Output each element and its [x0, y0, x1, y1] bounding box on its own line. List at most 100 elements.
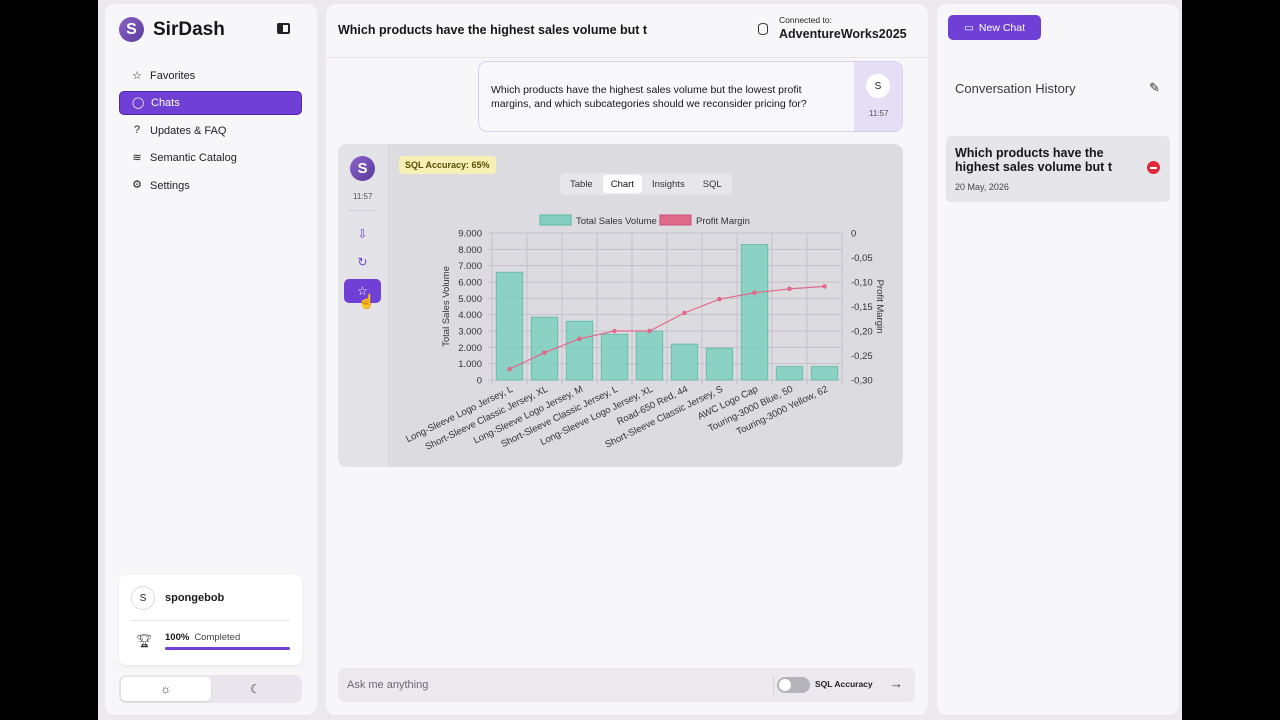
sidebar-item-label: Updates & FAQ	[150, 124, 227, 137]
y2-tick-label: -0,30	[851, 376, 873, 387]
line-point	[682, 310, 687, 316]
theme-toggle: ☼ ☾	[119, 675, 302, 703]
favorite-star-icon[interactable]: ☆	[344, 279, 381, 303]
legend-label: Profit Margin	[696, 216, 750, 227]
y-tick-label: 3.000	[458, 327, 482, 338]
y2-tick-label: -0,25	[851, 351, 873, 362]
y-tick-label: 5.000	[458, 294, 482, 305]
user-message: Which products have the highest sales vo…	[478, 61, 903, 132]
message-time: 11:57	[869, 109, 889, 118]
bot-avatar: S	[350, 156, 375, 181]
sidebar-item-updates-faq[interactable]: ? Updates & FAQ	[119, 119, 302, 143]
refresh-icon[interactable]: ↻	[357, 255, 368, 269]
progress-fill	[165, 647, 290, 650]
legend-label: Total Sales Volume	[576, 216, 657, 227]
line-point	[612, 328, 617, 334]
send-icon[interactable]: →	[890, 676, 903, 691]
trophy-icon: 🏆︎	[136, 633, 153, 648]
y2-tick-label: -0,10	[851, 278, 873, 289]
bar	[740, 244, 769, 381]
avatar[interactable]: S	[131, 586, 155, 610]
history-item[interactable]: Which products have the highest sales vo…	[946, 136, 1170, 202]
line-point	[787, 286, 792, 292]
avatar: S	[866, 74, 890, 98]
new-chat-label: New Chat	[978, 21, 1026, 34]
connected-label: Connected to:	[779, 15, 832, 25]
settings-icon: ⚙	[132, 179, 142, 192]
ask-bar: SQL Accuracy →	[338, 668, 915, 702]
bot-message: S 11:57 ⇩ ↻ ☆ SQL Accuracy: 65% Table Ch…	[338, 144, 903, 467]
bar	[705, 347, 734, 381]
ask-input[interactable]	[347, 668, 747, 702]
database-icon	[758, 23, 768, 35]
chat-plus-icon: ▭	[963, 21, 974, 34]
sidebar-item-label: Settings	[150, 179, 190, 192]
line-series	[509, 285, 825, 370]
line-point	[507, 366, 512, 372]
y-axis-label: Total Sales Volume	[441, 266, 452, 347]
edit-icon[interactable]: ✎	[1149, 80, 1160, 95]
bar	[810, 366, 839, 381]
y2-tick-label: -0,20	[851, 327, 873, 338]
sidebar-item-semantic-catalog[interactable]: ≋ Semantic Catalog	[119, 146, 302, 170]
user-message-text: Which products have the highest sales vo…	[491, 84, 807, 110]
y2-tick-label: -0,15	[851, 302, 873, 313]
message-time: 11:57	[353, 192, 373, 201]
y-tick-label: 8.000	[458, 245, 482, 256]
delete-icon[interactable]	[1147, 161, 1160, 174]
line-point	[717, 296, 722, 302]
progress-label: Completed	[194, 632, 241, 643]
bar	[600, 333, 629, 381]
view-tabs: Table Chart Insights SQL	[560, 173, 732, 195]
divider	[326, 57, 928, 58]
logo: S	[119, 17, 144, 42]
tab-sql[interactable]: SQL	[702, 178, 722, 190]
sales-margin-chart: 0 1.000 2.000 3.000 4.000 5.000 6.000 7.000 8.00…	[404, 214, 885, 453]
new-chat-button[interactable]: ▭ New Chat	[948, 15, 1041, 40]
connected-database: AdventureWorks2025	[779, 27, 907, 41]
sidebar-nav: ☆ Favorites ◯ Chats ? Updates & FAQ ≋ Se…	[119, 64, 302, 201]
y-tick-label: 1.000	[458, 359, 482, 370]
sidebar-toggle-icon[interactable]	[277, 23, 290, 34]
history-item-title: Which products have the highest sales vo…	[955, 146, 1112, 174]
tab-table[interactable]: Table	[570, 178, 593, 190]
mouse-pointer-icon: ☝	[358, 293, 376, 309]
progress-text: 100% Completed	[165, 632, 240, 643]
light-mode-icon[interactable]: ☼	[121, 677, 211, 701]
divider	[773, 676, 774, 694]
chat-bubble-icon: ◯	[132, 96, 145, 109]
tab-insights[interactable]: Insights	[651, 178, 685, 190]
bar	[670, 343, 699, 381]
y-tick-label: 4.000	[458, 310, 482, 321]
sql-accuracy-toggle[interactable]	[777, 677, 810, 693]
app-window: S SirDash ☆ Favorites ◯ Chats ? Updates …	[98, 0, 1182, 720]
page-title: Which products have the highest sales vo…	[338, 23, 648, 37]
toggle-knob	[779, 679, 791, 691]
bar	[635, 330, 664, 381]
y-tick-label: 7.000	[458, 261, 482, 272]
dark-mode-icon[interactable]: ☾	[249, 682, 261, 696]
sidebar-item-label: Favorites	[150, 70, 196, 82]
legend-swatch	[539, 214, 572, 226]
tab-chart[interactable]: Chart	[602, 175, 642, 193]
bar	[495, 271, 524, 381]
username: spongebob	[165, 592, 225, 604]
progress-value: 100%	[165, 632, 190, 643]
y-tick-label: 0	[477, 376, 482, 387]
history-panel: ▭ New Chat Conversation History ✎ Which …	[937, 4, 1179, 715]
sidebar-item-chats[interactable]: ◯ Chats	[119, 91, 302, 116]
y2-tick-label: 0	[851, 229, 856, 240]
sidebar-item-label: Chats	[151, 97, 180, 110]
chat-panel: Which products have the highest sales vo…	[326, 4, 928, 715]
divider	[348, 210, 375, 211]
line-point	[752, 290, 757, 296]
brand-name: SirDash	[153, 18, 225, 40]
cloud-download-icon[interactable]: ⇩	[357, 227, 368, 241]
bar	[565, 320, 594, 381]
sidebar-item-favorites[interactable]: ☆ Favorites	[119, 64, 302, 88]
y2-axis-label: Profit Margin	[874, 280, 885, 334]
bar	[775, 366, 804, 381]
line-point	[647, 328, 652, 334]
sidebar-item-settings[interactable]: ⚙ Settings	[119, 174, 302, 198]
user-message-meta: S 11:57	[854, 62, 902, 131]
